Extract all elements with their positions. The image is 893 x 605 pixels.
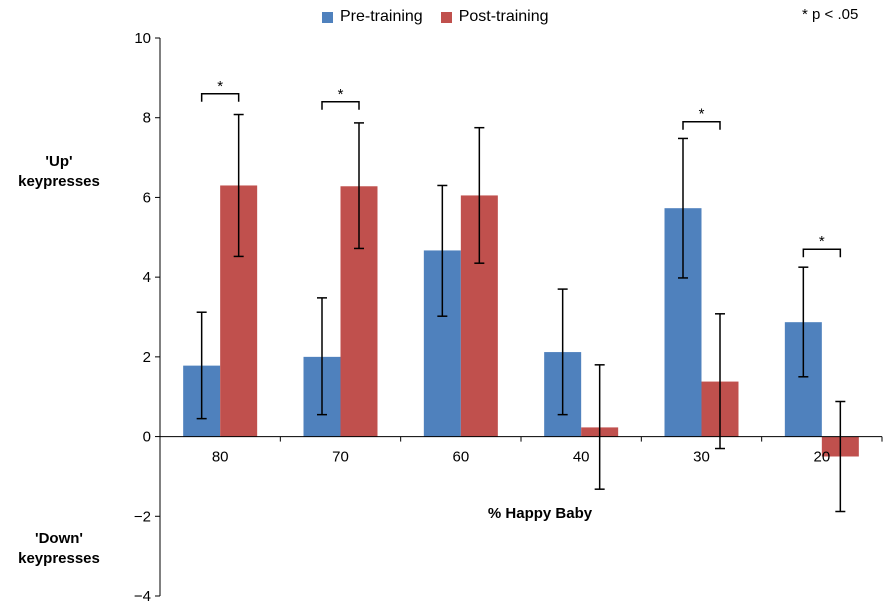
legend: Pre-training Post-training <box>322 8 549 26</box>
y-axis: −4 −2 0 2 4 6 8 10 <box>134 30 161 605</box>
y-label-up-line-1: 'Up' <box>45 153 73 170</box>
x-category-label: 30 <box>693 449 710 466</box>
y-tick-label: 8 <box>143 110 151 127</box>
legend-swatch-post <box>440 11 452 23</box>
y-tick-label: −4 <box>134 588 151 605</box>
y-label-down-line-1: 'Down' <box>35 530 83 547</box>
x-category-label: 40 <box>573 449 590 466</box>
y-label-up-line-2: keypresses <box>18 173 100 190</box>
y-tick-label: 0 <box>143 429 151 446</box>
legend-label-pre: Pre-training <box>340 8 423 25</box>
significance-star: * <box>217 78 223 95</box>
y-label-up: 'Up' keypresses <box>4 152 114 192</box>
y-label-down-line-2: keypresses <box>18 550 100 567</box>
x-category-label: 80 <box>212 449 229 466</box>
bars <box>183 185 859 457</box>
y-tick-label: 10 <box>134 30 151 47</box>
significance-bracket <box>802 248 842 258</box>
significance-markers: * * * * <box>200 78 842 258</box>
significance-star: * <box>819 233 825 250</box>
significance-bracket <box>321 101 360 110</box>
legend-label-post: Post-training <box>458 8 549 25</box>
x-category-label: 70 <box>332 449 349 466</box>
significance-bracket <box>682 120 721 130</box>
error-bars <box>196 113 846 513</box>
x-axis: 80 70 60 40 30 20 <box>159 436 883 466</box>
y-tick-label: 6 <box>143 189 151 206</box>
y-label-down: 'Down' keypresses <box>4 529 114 569</box>
significance-star: * <box>699 106 705 123</box>
x-category-label: 20 <box>813 449 830 466</box>
significance-annotation: * p < .05 <box>802 6 859 23</box>
x-axis-label: % Happy Baby <box>488 505 593 522</box>
significance-star: * <box>338 86 344 103</box>
y-tick-label: 4 <box>143 269 151 286</box>
y-tick-label: 2 <box>143 349 151 366</box>
y-tick-label: −2 <box>134 508 151 525</box>
legend-swatch-pre <box>322 11 333 23</box>
x-category-label: 60 <box>452 449 469 466</box>
significance-bracket <box>200 93 240 102</box>
